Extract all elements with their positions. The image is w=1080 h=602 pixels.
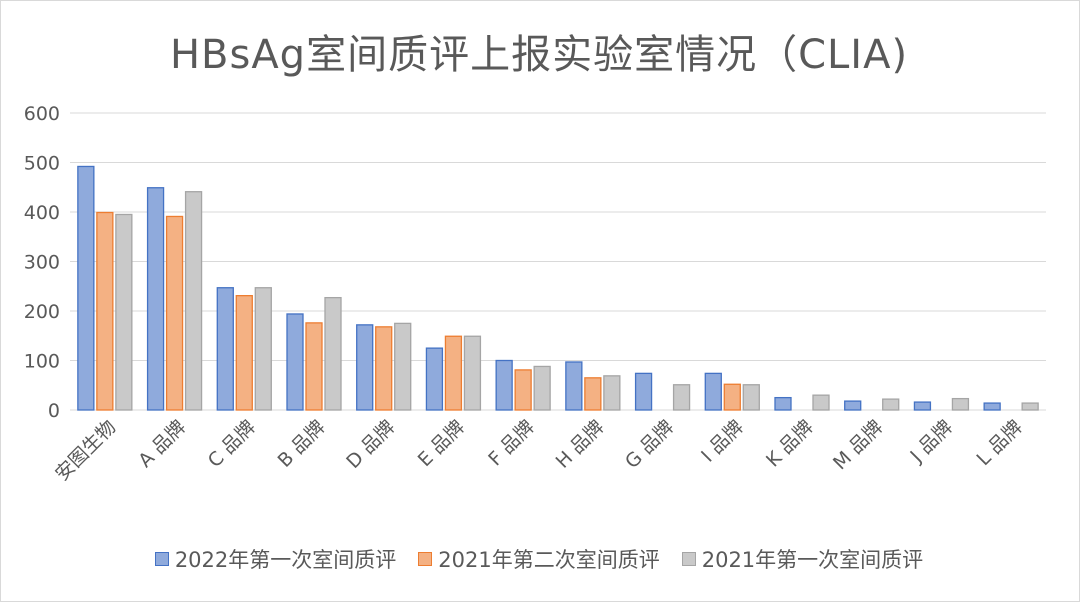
- legend-swatch: [154, 552, 169, 566]
- bar: [533, 365, 551, 411]
- legend-item-2021-second: 2021年第二次室间质评: [418, 544, 660, 574]
- legend-item-2021-first: 2021年第一次室间质评: [681, 544, 924, 574]
- y-tick-label: 400: [24, 202, 60, 224]
- y-tick-label: 200: [24, 301, 60, 323]
- bar: [184, 191, 203, 411]
- bar: [723, 383, 741, 411]
- y-tick-label: 500: [24, 153, 60, 175]
- x-tick-label: J 品牌: [906, 416, 957, 467]
- bar: [913, 401, 932, 411]
- bar: [672, 384, 691, 411]
- bar: [216, 287, 234, 411]
- y-tick-label: 0: [48, 400, 60, 422]
- bar: [394, 322, 412, 411]
- legend-swatch: [681, 552, 696, 566]
- x-tick-label: K 品牌: [762, 416, 818, 472]
- legend-label: 2022年第一次室间质评: [174, 548, 397, 572]
- bar: [844, 400, 862, 411]
- legend-swatch: [418, 552, 433, 566]
- bar: [812, 394, 830, 411]
- x-tick-label: B 品牌: [274, 416, 330, 472]
- bar: [77, 165, 95, 411]
- bar: [882, 398, 900, 411]
- bar: [742, 384, 760, 411]
- bar: [983, 402, 1001, 411]
- bar: [1021, 402, 1039, 411]
- bar: [444, 335, 463, 411]
- bar: [463, 335, 482, 411]
- x-tick-label: F 品牌: [484, 416, 538, 470]
- bar: [356, 324, 374, 411]
- bar: [425, 347, 444, 411]
- y-tick-label: 300: [24, 252, 60, 274]
- bar: [774, 396, 792, 411]
- x-tick-label: I 品牌: [697, 416, 748, 467]
- bar: [584, 377, 602, 411]
- bar: [286, 313, 304, 411]
- x-tick-label: D 品牌: [342, 416, 399, 473]
- x-tick-label: M 品牌: [829, 416, 887, 474]
- bar: [951, 397, 970, 411]
- bar: [375, 326, 393, 411]
- chart-title: HBsAg室间质评上报实验室情况（CLIA): [169, 32, 909, 78]
- bar: [96, 211, 114, 411]
- legend-item-2022-first: 2022年第一次室间质评: [154, 544, 397, 574]
- bar: [324, 296, 342, 411]
- bar: [305, 322, 323, 411]
- bar: [165, 215, 184, 411]
- bar: [704, 372, 722, 411]
- bar: [514, 369, 532, 411]
- bar: [115, 213, 133, 411]
- x-tick-label: H 品牌: [552, 416, 609, 473]
- bar: [634, 372, 653, 411]
- bar: [254, 287, 272, 411]
- bar: [565, 361, 583, 411]
- legend-label: 2021年第一次室间质评: [701, 548, 924, 572]
- x-tick-label: A 品牌: [134, 416, 190, 472]
- chart-legend: 2022年第一次室间质评 2021年第二次室间质评 2021年第一次室间质评: [0, 544, 1078, 574]
- legend-label: 2021年第二次室间质评: [438, 548, 660, 572]
- x-tick-label: G 品牌: [621, 416, 678, 473]
- bar: [603, 375, 621, 411]
- y-tick-label: 600: [24, 103, 60, 125]
- bar: [235, 295, 253, 411]
- bar: [495, 359, 513, 411]
- x-tick-label: E 品牌: [414, 416, 469, 471]
- x-tick-label: 安图生物: [51, 416, 120, 485]
- bar: [146, 187, 165, 411]
- x-tick-label: C 品牌: [204, 416, 260, 472]
- y-tick-label: 100: [24, 351, 60, 373]
- x-tick-label: L 品牌: [972, 416, 1026, 470]
